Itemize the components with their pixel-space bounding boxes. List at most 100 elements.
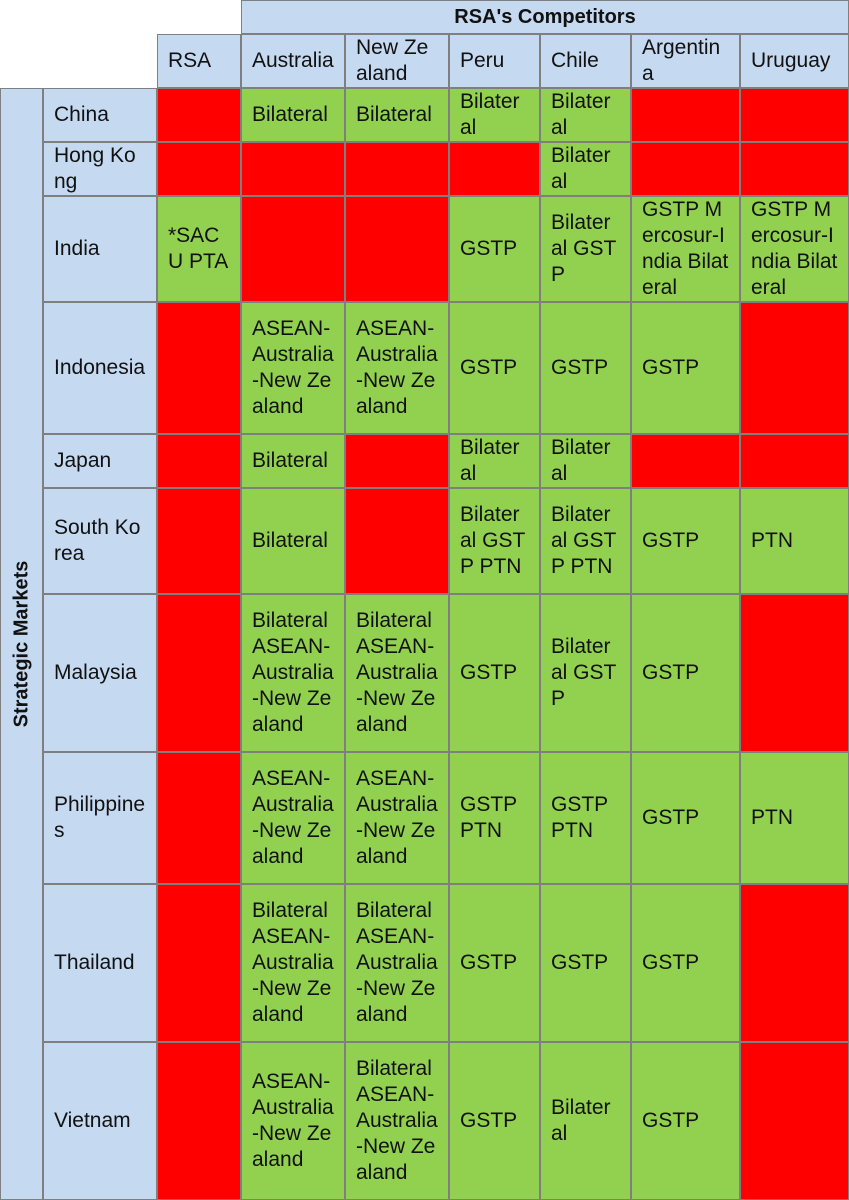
agreement-cell-india-uruguay: GSTP Mercosur-India Bilateral [740, 196, 849, 302]
agreement-cell-hong-kong-australia [241, 142, 345, 196]
agreement-cell-thailand-peru: GSTP [449, 884, 540, 1042]
row-header-japan: Japan [43, 434, 157, 488]
strategic-markets-label: Strategic Markets [0, 88, 43, 1200]
agreement-cell-china-argentina [631, 88, 740, 142]
agreement-cell-philippines-argentina-text: GSTP [642, 806, 700, 829]
row-header-philippines-text: Philippines [54, 793, 146, 842]
agreement-cell-japan-australia: Bilateral [241, 434, 345, 488]
agreement-cell-thailand-new-zealand-text: Bilateral ASEAN-Australia-New Zealand [356, 899, 438, 1026]
agreement-cell-malaysia-new-zealand-text: Bilateral ASEAN-Australia-New Zealand [356, 609, 438, 736]
row-header-indonesia: Indonesia [43, 302, 157, 434]
agreement-cell-thailand-argentina: GSTP [631, 884, 740, 1042]
row-header-india-text: India [54, 237, 100, 260]
agreement-cell-philippines-new-zealand: ASEAN-Australia-New Zealand [345, 752, 449, 884]
agreement-cell-indonesia-peru-text: GSTP [460, 356, 518, 379]
agreement-cell-india-argentina-text: GSTP Mercosur-India Bilateral [642, 198, 729, 299]
agreement-cell-malaysia-australia: Bilateral ASEAN-Australia-New Zealand [241, 594, 345, 752]
row-header-malaysia: Malaysia [43, 594, 157, 752]
agreement-cell-vietnam-chile: Bilateral [540, 1042, 631, 1200]
column-header-new-zealand: New Zealand [345, 34, 449, 88]
row-header-philippines: Philippines [43, 752, 157, 884]
agreement-cell-indonesia-new-zealand: ASEAN-Australia-New Zealand [345, 302, 449, 434]
column-header-new-zealand-text: New Zealand [356, 36, 429, 85]
agreement-cell-south-korea-chile: Bilateral GSTP PTN [540, 488, 631, 594]
agreement-cell-india-peru-text: GSTP [460, 237, 518, 260]
row-header-south-korea: South Korea [43, 488, 157, 594]
agreement-cell-malaysia-uruguay [740, 594, 849, 752]
agreement-cell-japan-chile-text: Bilateral [551, 436, 611, 485]
agreement-cell-hong-kong-uruguay [740, 142, 849, 196]
agreement-cell-philippines-peru: GSTP PTN [449, 752, 540, 884]
row-header-hong-kong: Hong Kong [43, 142, 157, 196]
agreement-cell-thailand-uruguay [740, 884, 849, 1042]
row-header-thailand-text: Thailand [54, 951, 135, 974]
agreement-cell-thailand-new-zealand: Bilateral ASEAN-Australia-New Zealand [345, 884, 449, 1042]
agreement-cell-indonesia-chile: GSTP [540, 302, 631, 434]
agreement-cell-thailand-peru-text: GSTP [460, 951, 518, 974]
row-header-india: India [43, 196, 157, 302]
agreement-cell-south-korea-australia-text: Bilateral [252, 529, 328, 552]
agreement-cell-china-rsa [157, 88, 241, 142]
agreement-cell-indonesia-australia-text: ASEAN-Australia-New Zealand [252, 317, 334, 418]
agreement-cell-south-korea-new-zealand [345, 488, 449, 594]
agreement-cell-japan-argentina [631, 434, 740, 488]
agreement-cell-south-korea-rsa [157, 488, 241, 594]
agreement-cell-china-australia-text: Bilateral [252, 103, 328, 126]
agreement-cell-south-korea-peru-text: Bilateral GSTP PTN [460, 503, 526, 578]
column-header-australia: Australia [241, 34, 345, 88]
agreement-cell-malaysia-rsa [157, 594, 241, 752]
agreement-cell-hong-kong-chile-text: Bilateral [551, 144, 611, 193]
agreement-cell-hong-kong-new-zealand [345, 142, 449, 196]
agreement-cell-indonesia-argentina: GSTP [631, 302, 740, 434]
agreement-cell-china-peru-text: Bilateral [460, 90, 520, 139]
agreement-cell-china-peru: Bilateral [449, 88, 540, 142]
column-header-peru-text: Peru [460, 49, 505, 72]
agreement-cell-malaysia-argentina: GSTP [631, 594, 740, 752]
agreement-cell-vietnam-australia-text: ASEAN-Australia-New Zealand [252, 1070, 334, 1171]
agreement-cell-philippines-australia-text: ASEAN-Australia-New Zealand [252, 767, 334, 868]
agreement-cell-malaysia-argentina-text: GSTP [642, 661, 700, 684]
agreement-cell-china-new-zealand-text: Bilateral [356, 103, 432, 126]
agreement-cell-vietnam-peru: GSTP [449, 1042, 540, 1200]
agreement-cell-japan-peru: Bilateral [449, 434, 540, 488]
competitors-banner-text: RSA's Competitors [454, 6, 636, 28]
agreement-cell-philippines-argentina: GSTP [631, 752, 740, 884]
agreement-cell-india-peru: GSTP [449, 196, 540, 302]
agreement-cell-indonesia-uruguay [740, 302, 849, 434]
agreement-cell-philippines-chile-text: GSTP PTN [551, 793, 608, 842]
agreement-cell-hong-kong-rsa [157, 142, 241, 196]
agreement-cell-malaysia-chile-text: Bilateral GSTP [551, 635, 617, 710]
agreement-cell-thailand-chile-text: GSTP [551, 951, 609, 974]
agreement-cell-hong-kong-argentina [631, 142, 740, 196]
row-header-south-korea-text: South Korea [54, 516, 141, 565]
agreement-cell-vietnam-rsa [157, 1042, 241, 1200]
agreement-cell-indonesia-peru: GSTP [449, 302, 540, 434]
agreement-cell-vietnam-australia: ASEAN-Australia-New Zealand [241, 1042, 345, 1200]
agreement-cell-south-korea-chile-text: Bilateral GSTP PTN [551, 503, 617, 578]
agreement-cell-japan-new-zealand [345, 434, 449, 488]
agreement-cell-indonesia-argentina-text: GSTP [642, 356, 700, 379]
row-header-china-text: China [54, 103, 109, 126]
agreement-cell-south-korea-peru: Bilateral GSTP PTN [449, 488, 540, 594]
column-header-rsa-text: RSA [168, 49, 212, 72]
agreement-cell-philippines-australia: ASEAN-Australia-New Zealand [241, 752, 345, 884]
column-header-rsa: RSA [157, 34, 241, 88]
strategic-markets-text: Strategic Markets [10, 560, 33, 728]
column-header-australia-text: Australia [252, 49, 334, 72]
column-header-argentina-text: Argentina [642, 36, 721, 85]
agreement-cell-hong-kong-chile: Bilateral [540, 142, 631, 196]
agreement-cell-indonesia-rsa [157, 302, 241, 434]
agreement-cell-vietnam-new-zealand-text: Bilateral ASEAN-Australia-New Zealand [356, 1057, 438, 1184]
row-header-china: China [43, 88, 157, 142]
row-header-hong-kong-text: Hong Kong [54, 144, 136, 193]
agreement-cell-malaysia-peru-text: GSTP [460, 661, 518, 684]
agreement-cell-philippines-peru-text: GSTP PTN [460, 793, 517, 842]
agreement-cell-philippines-chile: GSTP PTN [540, 752, 631, 884]
column-header-uruguay-text: Uruguay [751, 49, 831, 72]
agreement-cell-vietnam-uruguay [740, 1042, 849, 1200]
agreement-cell-thailand-australia: Bilateral ASEAN-Australia-New Zealand [241, 884, 345, 1042]
agreement-cell-india-rsa: *SACU PTA [157, 196, 241, 302]
agreement-cell-china-australia: Bilateral [241, 88, 345, 142]
column-header-uruguay: Uruguay [740, 34, 849, 88]
agreement-cell-indonesia-chile-text: GSTP [551, 356, 609, 379]
